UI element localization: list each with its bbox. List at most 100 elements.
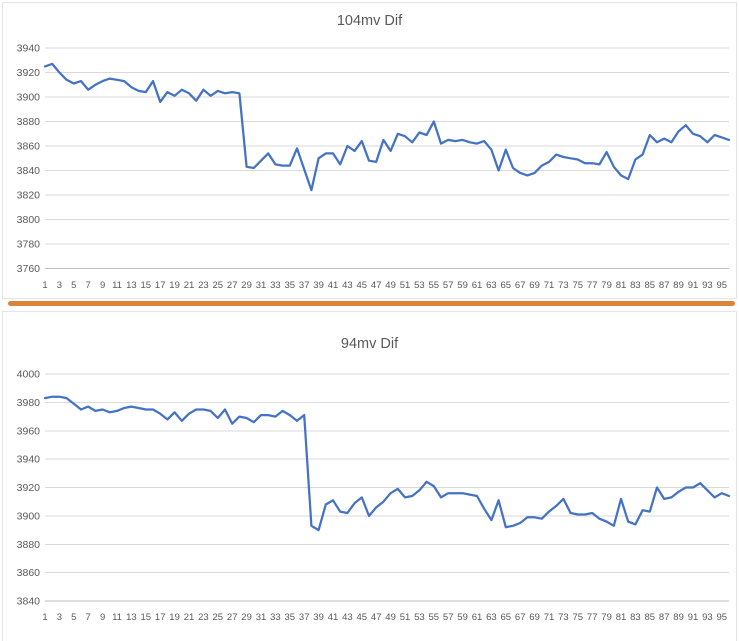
x-axis-tick-label: 75: [573, 612, 584, 623]
x-axis-tick-label: 61: [472, 612, 483, 623]
x-axis-tick-label: 55: [429, 612, 440, 623]
x-axis-tick-label: 7: [86, 280, 91, 291]
x-axis-tick-label: 65: [501, 612, 512, 623]
x-axis-tick-label: 33: [270, 612, 281, 623]
x-axis-tick-label: 85: [645, 280, 656, 291]
x-axis-tick-label: 53: [414, 612, 425, 623]
x-axis-tick-label: 21: [184, 280, 195, 291]
y-axis-tick-label: 3860: [17, 141, 41, 153]
chart-94mv-dif: 94mv Dif 4000 3980 3960 3940 3920 3900 3880 386…: [2, 311, 737, 641]
y-axis-tick-label: 3920: [17, 482, 41, 494]
x-axis-tick-label: 95: [717, 280, 728, 291]
x-axis-tick-label: 5: [71, 612, 76, 623]
x-axis-tick-label: 17: [155, 612, 166, 623]
y-axis-tick-label: 3880: [17, 539, 41, 551]
x-axis-tick-label: 23: [198, 280, 209, 291]
x-axis-tick-label: 63: [486, 612, 497, 623]
x-axis-tick-label: 87: [659, 612, 670, 623]
x-axis-tick-label: 33: [270, 280, 281, 291]
x-axis-tick-label: 57: [443, 612, 454, 623]
x-axis-tick-label: 1: [42, 612, 47, 623]
y-axis-tick-label: 3860: [17, 567, 41, 579]
x-axis-tick-label: 91: [688, 612, 699, 623]
x-axis-tick-label: 31: [256, 612, 267, 623]
x-axis-tick-label: 57: [443, 280, 454, 291]
x-axis-tick-label: 35: [285, 280, 296, 291]
x-axis-tick-label: 73: [558, 280, 569, 291]
x-axis-tick-label: 27: [227, 280, 238, 291]
x-axis-tick-label: 39: [313, 612, 324, 623]
y-axis-tick-label: 4000: [17, 369, 41, 381]
x-axis-tick-label: 67: [515, 280, 526, 291]
x-axis-tick-label: 85: [645, 612, 656, 623]
x-axis-tick-label: 15: [141, 280, 152, 291]
x-axis-tick-label: 27: [227, 612, 238, 623]
x-axis-tick-label: 29: [241, 280, 252, 291]
x-axis-tick-label: 21: [184, 612, 195, 623]
x-axis-tick-label: 3: [57, 280, 62, 291]
y-axis-tick-label: 3760: [17, 263, 41, 275]
chart-104mv-dif: 104mv Dif 3940 3920 3900 3880 3860 3840 3820 38…: [2, 2, 737, 299]
x-axis-tick-label: 65: [501, 280, 512, 291]
x-axis-tick-label: 83: [630, 280, 641, 291]
x-axis-tick-label: 55: [429, 280, 440, 291]
x-axis-tick-label: 79: [601, 612, 612, 623]
x-axis-tick-label: 73: [558, 612, 569, 623]
chart-title-104mv-dif: 104mv Dif: [336, 13, 403, 29]
x-axis-tick-label: 47: [371, 612, 382, 623]
x-axis-tick-label: 45: [357, 280, 368, 291]
x-axis-tick-label: 89: [673, 280, 684, 291]
x-axis-tick-label: 13: [126, 612, 137, 623]
y-axis-tick-label: 3880: [17, 116, 41, 128]
x-axis-tick-label: 59: [457, 612, 468, 623]
x-axis-tick-label: 81: [616, 612, 627, 623]
y-axis-tick-label: 3920: [17, 67, 41, 79]
x-axis-tick-label: 53: [414, 280, 425, 291]
x-axis-tick-label: 49: [385, 612, 396, 623]
y-axis-tick-label: 3980: [17, 397, 41, 409]
x-axis-tick-label: 41: [328, 612, 339, 623]
x-axis-tick-label: 95: [717, 612, 728, 623]
x-axis-tick-label: 71: [544, 612, 555, 623]
x-axis-tick-label: 25: [213, 612, 224, 623]
y-axis-tick-label: 3840: [17, 596, 41, 608]
x-axis-tick-label: 37: [299, 280, 310, 291]
x-axis-tick-label: 91: [688, 280, 699, 291]
y-axis-tick-label: 3800: [17, 214, 41, 226]
x-axis-tick-label: 69: [529, 280, 540, 291]
x-axis-tick-label: 35: [285, 612, 296, 623]
x-axis-tick-label: 43: [342, 612, 353, 623]
x-axis-tick-label: 19: [169, 280, 180, 291]
x-axis-tick-label: 9: [100, 280, 105, 291]
y-axis-tick-label: 3960: [17, 425, 41, 437]
x-axis-tick-label: 49: [385, 280, 396, 291]
series-line: [43, 395, 731, 532]
x-axis-tick-label: 75: [573, 280, 584, 291]
x-axis-tick-label: 69: [529, 612, 540, 623]
series-line: [43, 62, 731, 192]
x-axis-tick-label: 3: [57, 612, 62, 623]
y-axis-tick-label: 3820: [17, 190, 41, 202]
x-axis-tick-label: 47: [371, 280, 382, 291]
x-axis-tick-label: 89: [673, 612, 684, 623]
chart-plot-104mv-dif: 3940 3920 3900 3880 3860 3840 3820 3800 3780 3760…: [17, 43, 731, 291]
x-axis-tick-label: 83: [630, 612, 641, 623]
x-axis-tick-label: 67: [515, 612, 526, 623]
x-axis-tick-label: 11: [112, 280, 122, 291]
x-axis-tick-label: 37: [299, 612, 310, 623]
x-axis-tick-label: 17: [155, 280, 166, 291]
x-axis-tick-label: 77: [587, 280, 598, 291]
y-axis-tick-label: 3900: [17, 92, 41, 104]
x-axis-tick-label: 51: [400, 280, 411, 291]
x-axis-tick-label: 13: [126, 280, 137, 291]
x-axis-tick-label: 51: [400, 612, 411, 623]
x-axis-tick-label: 79: [601, 280, 612, 291]
x-axis-tick-label: 7: [86, 612, 91, 623]
x-axis-tick-label: 81: [616, 280, 627, 291]
x-axis-tick-label: 29: [241, 612, 252, 623]
x-axis-tick-label: 25: [213, 280, 224, 291]
y-axis-tick-label: 3780: [17, 239, 41, 251]
x-axis-tick-label: 77: [587, 612, 598, 623]
y-axis-tick-label: 3840: [17, 165, 41, 177]
x-axis-tick-label: 23: [198, 612, 209, 623]
